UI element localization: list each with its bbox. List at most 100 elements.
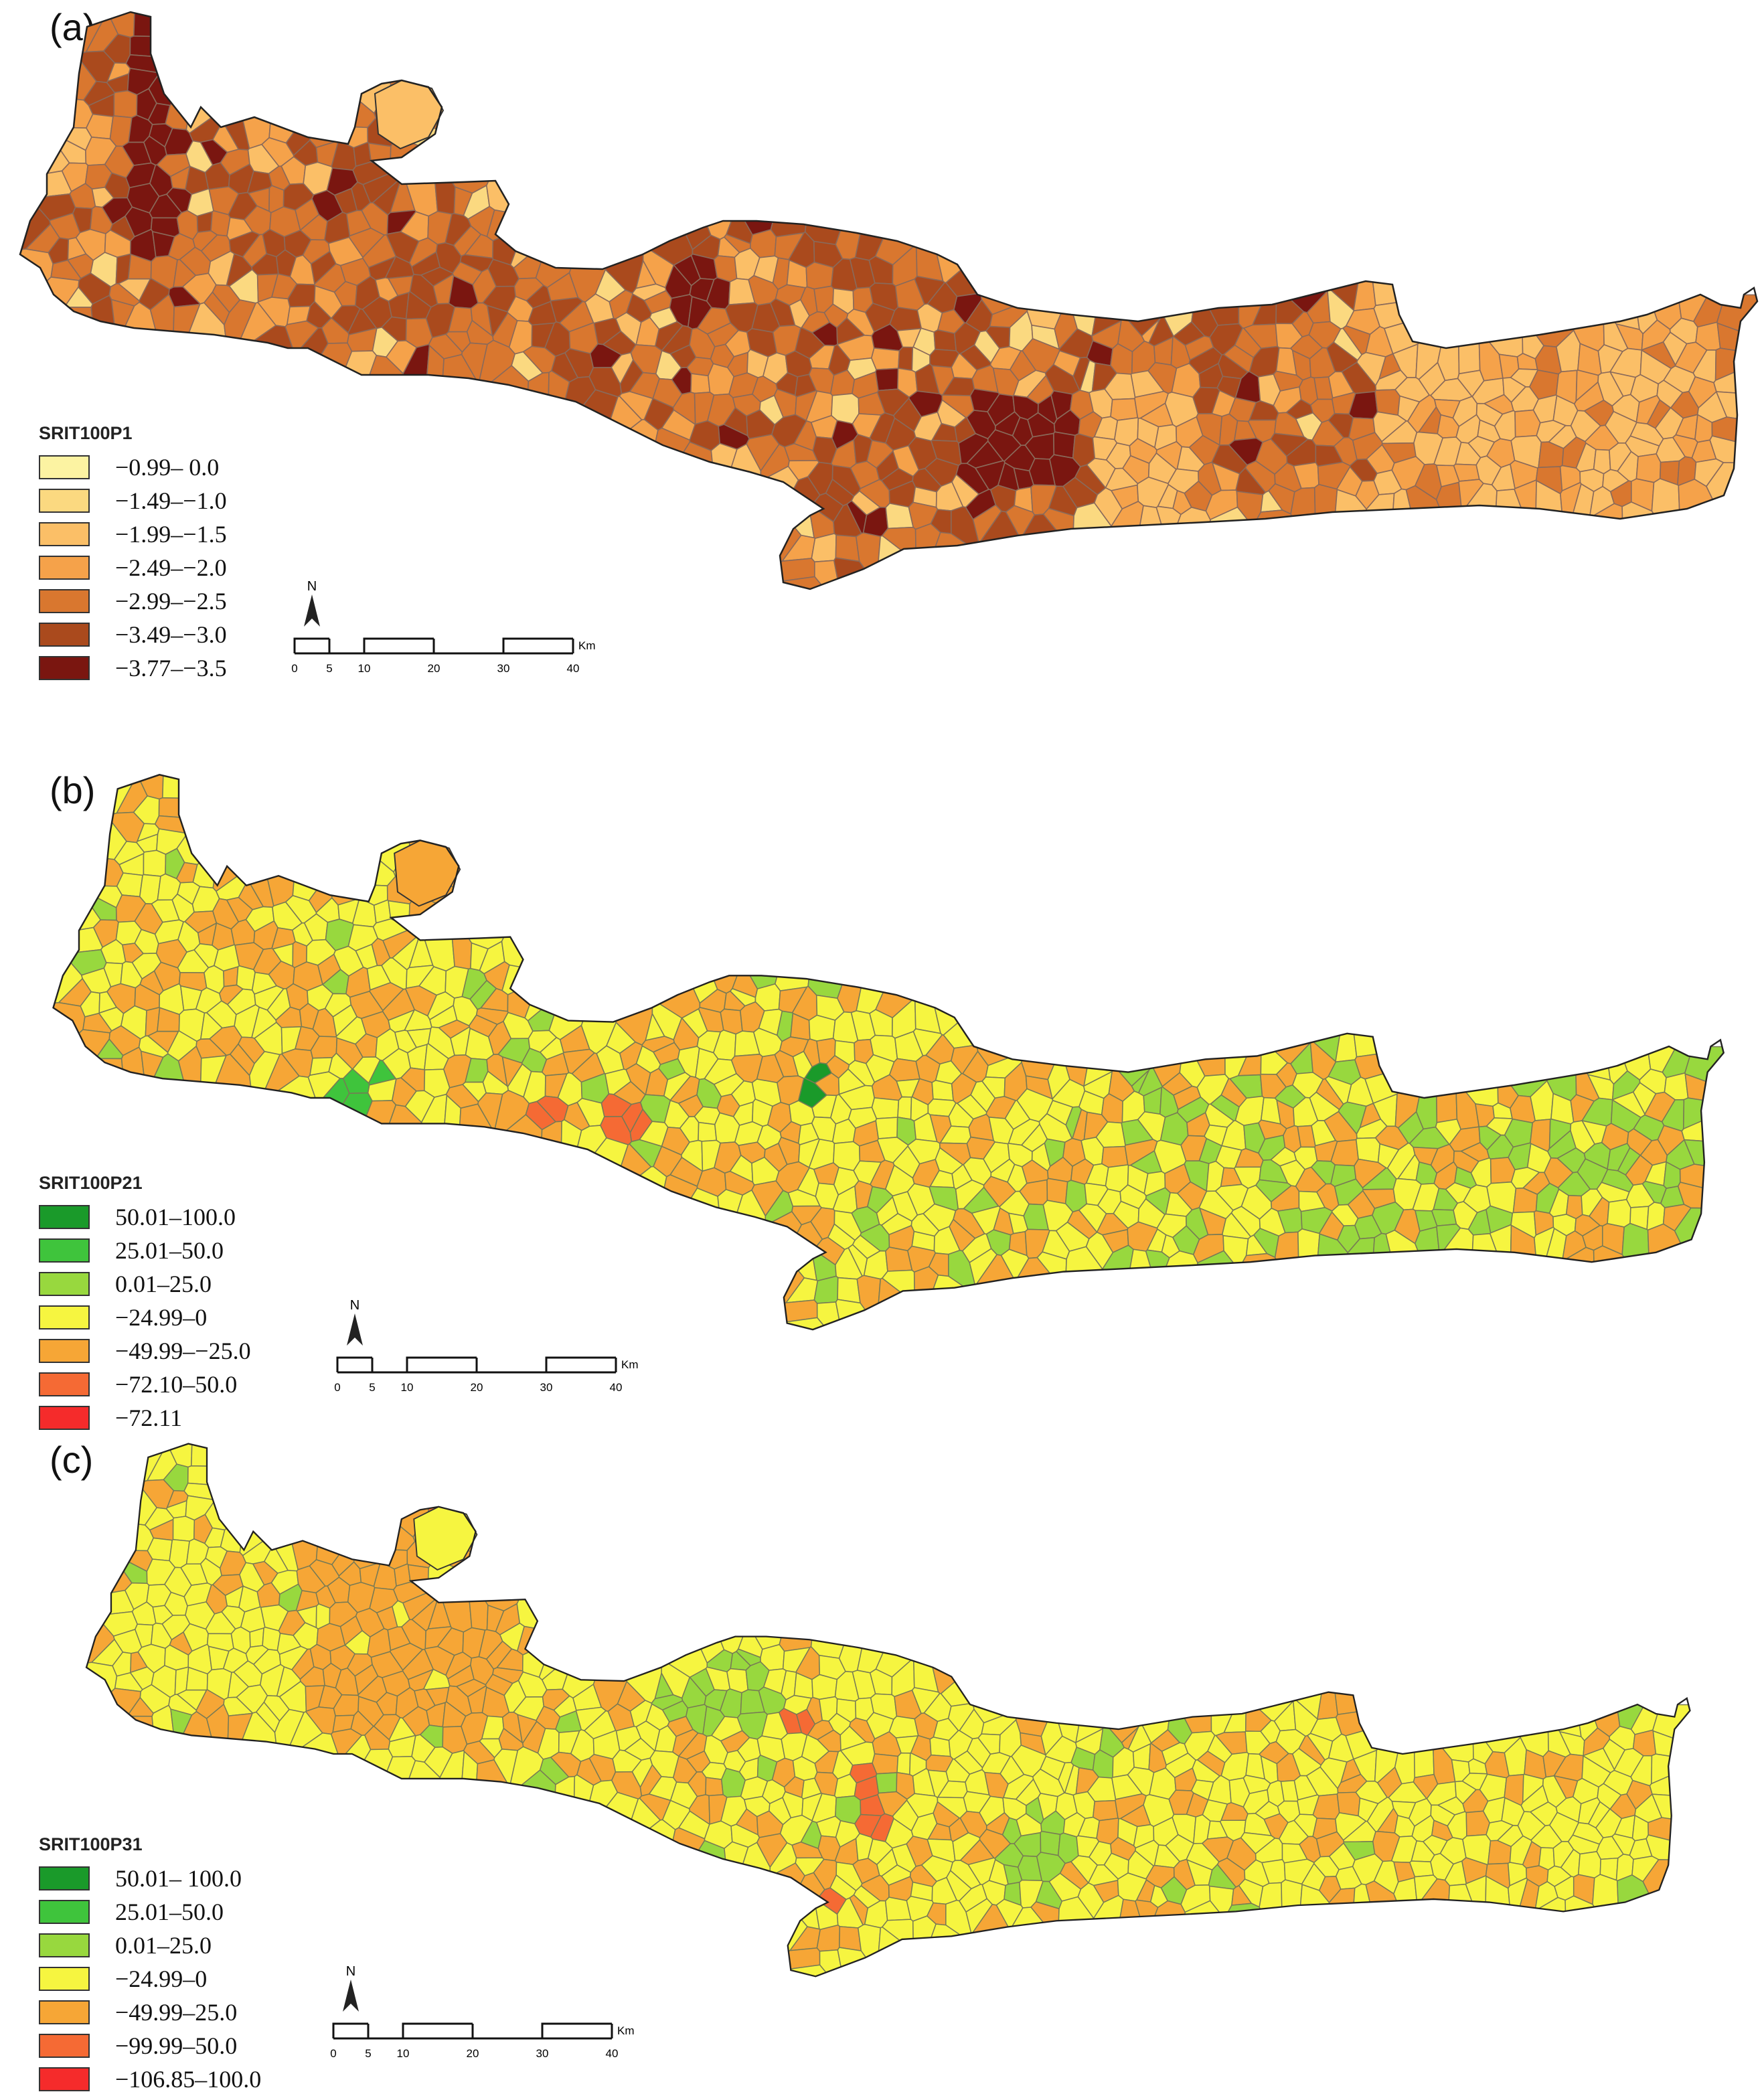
scale-tick-label: 40 — [606, 2047, 619, 2060]
islet — [413, 1506, 478, 1570]
scale-unit: Km — [578, 639, 596, 652]
catchment — [50, 307, 95, 344]
catchment — [898, 346, 914, 372]
catchment — [816, 1924, 841, 1952]
legend-label: −2.99–−2.5 — [115, 588, 227, 615]
catchment — [192, 843, 221, 889]
islet — [374, 79, 445, 150]
panel-c: (c) SRIT100P31 50.01– 100.0 25.01–50.0 0.0… — [0, 1433, 1764, 2093]
legend-swatch — [39, 2034, 90, 2058]
scale-unit: Km — [617, 2024, 635, 2037]
catchment — [501, 964, 541, 995]
catchments — [20, 12, 1757, 589]
catchment — [113, 90, 138, 118]
map-crete — [52, 774, 1725, 1331]
catchment — [872, 1753, 899, 1775]
catchment — [888, 1715, 919, 1739]
catchment — [1101, 1145, 1129, 1168]
legend-label: −99.99–50.0 — [115, 2032, 238, 2059]
catchment — [1353, 264, 1376, 311]
catchment — [705, 1777, 724, 1797]
legend-item: 0.01–25.0 — [39, 1267, 251, 1301]
legend-swatch — [39, 1305, 90, 1329]
catchment — [1651, 478, 1681, 526]
catchment — [158, 797, 197, 819]
legend-item: −2.49–−2.0 — [39, 551, 227, 584]
catchment — [133, 12, 171, 37]
legend-title: SRIT100P21 — [39, 1173, 143, 1193]
catchment — [896, 1752, 911, 1775]
legend-item: −1.49–−1.0 — [39, 484, 227, 517]
scale-bar-segments — [332, 2022, 613, 2040]
catchment — [1297, 1228, 1321, 1277]
catchment — [875, 1772, 898, 1794]
coastline — [52, 774, 1725, 1331]
legend-label: −3.77–−3.5 — [115, 655, 227, 681]
scale-tick-label: 30 — [497, 662, 510, 675]
catchment — [220, 1510, 247, 1553]
scale-bar-segments — [336, 1356, 617, 1374]
legend-swatch — [39, 656, 90, 680]
catchment — [632, 1819, 676, 1862]
scale-tick-label: 0 — [334, 1381, 340, 1394]
scale-tick-label: 10 — [397, 2047, 410, 2060]
legend: SRIT100P31 50.01– 100.0 25.01–50.0 0.01–25… — [39, 1834, 261, 2096]
catchment — [1046, 1178, 1068, 1204]
catchment — [855, 532, 881, 581]
legend-label: −1.49–−1.0 — [115, 487, 227, 514]
panel-label: (c) — [50, 1439, 94, 1481]
catchment — [1236, 491, 1264, 528]
legend: SRIT100P1 −0.99– 0.0 −1.49–−1.0 −1.99–−1.5… — [39, 423, 227, 685]
scale-bar: N 0 5 10 20 30 40 Km — [330, 1965, 635, 2060]
legend-item: 50.01– 100.0 — [39, 1862, 261, 1895]
catchment — [838, 1926, 862, 1951]
catchment — [690, 373, 711, 394]
catchment — [172, 1516, 195, 1542]
catchment — [1621, 1222, 1650, 1269]
scale-bar: N 0 5 10 20 30 40 Km — [291, 580, 596, 675]
legend-label: 0.01–25.0 — [115, 1271, 212, 1297]
catchment — [889, 307, 923, 331]
catchment — [779, 1615, 815, 1652]
legend-swatch — [39, 1967, 90, 1991]
legend-label: −106.85–100.0 — [115, 2066, 262, 2093]
legend-item: −2.99–−2.5 — [39, 584, 227, 618]
legend-label: −72.11 — [115, 1404, 182, 1431]
legend-label: 50.01–100.0 — [115, 1204, 236, 1230]
scale-tick-label: 20 — [471, 1381, 483, 1394]
legend-item: −99.99–50.0 — [39, 2029, 261, 2063]
legend-swatch — [39, 1238, 90, 1263]
legend-swatch — [39, 1372, 90, 1396]
scale-unit: Km — [621, 1358, 639, 1371]
catchment — [888, 1058, 920, 1082]
catchment — [187, 1465, 225, 1487]
catchment — [53, 1001, 86, 1046]
legend-swatch — [39, 522, 90, 546]
catchment — [805, 261, 834, 290]
catchment — [1351, 1014, 1398, 1058]
scale-tick-label: 10 — [358, 662, 371, 675]
legend-item: −1.99–−1.5 — [39, 517, 227, 551]
catchment — [1335, 1018, 1358, 1063]
catchment — [191, 1443, 226, 1467]
legend-label: −24.99–0 — [115, 1965, 208, 1992]
catchment — [871, 1097, 900, 1119]
catchment — [1370, 261, 1419, 307]
legend-swatch — [39, 556, 90, 580]
scale-tick-label: 30 — [536, 2047, 549, 2060]
catchment — [870, 347, 900, 371]
legend-item: 0.01–25.0 — [39, 1929, 261, 1962]
catchment — [432, 165, 456, 215]
catchment — [1259, 1882, 1283, 1926]
catchment — [1274, 1231, 1300, 1277]
scale-tick-label: 20 — [428, 662, 440, 675]
catchment — [1281, 1879, 1303, 1925]
legend-label: −0.99– 0.0 — [115, 454, 220, 481]
catchment — [82, 1058, 125, 1094]
catchment — [837, 1277, 861, 1304]
catchment — [770, 197, 810, 238]
catchment — [875, 368, 899, 392]
catchment — [835, 534, 860, 562]
catchment — [611, 418, 659, 465]
scale-bar: N 0 5 10 20 30 40 Km — [334, 1299, 639, 1394]
